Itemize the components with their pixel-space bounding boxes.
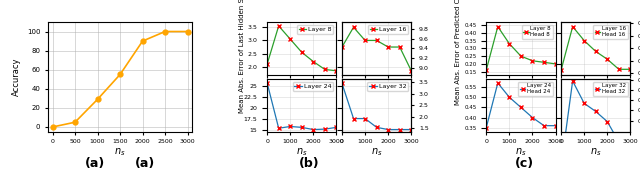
Legend: Layer 16: Layer 16 (367, 25, 408, 34)
Legend: Layer 16
Head 16: Layer 16 Head 16 (593, 25, 628, 39)
Legend: Layer 8
Head 8: Layer 8 Head 8 (522, 25, 553, 39)
Text: (a): (a) (135, 156, 155, 169)
X-axis label: $n_s$: $n_s$ (296, 146, 308, 158)
X-axis label: $n_s$: $n_s$ (515, 146, 527, 158)
Legend: Layer 32
Head 32: Layer 32 Head 32 (593, 82, 628, 96)
Text: (b): (b) (299, 156, 319, 169)
X-axis label: $n_s$: $n_s$ (115, 146, 126, 158)
Text: (a): (a) (84, 156, 105, 169)
X-axis label: $n_s$: $n_s$ (371, 146, 383, 158)
X-axis label: $n_s$: $n_s$ (590, 146, 602, 158)
Y-axis label: Accuracy: Accuracy (12, 58, 21, 96)
Y-axis label: Mean Abs. Error of Predicted CIS: Mean Abs. Error of Predicted CIS (456, 0, 461, 105)
Legend: Layer 24: Layer 24 (292, 82, 333, 91)
Legend: Layer 32: Layer 32 (367, 82, 408, 91)
Y-axis label: Mean Abs. Error of Last Hidden State: Mean Abs. Error of Last Hidden State (239, 0, 244, 113)
Legend: Layer 8: Layer 8 (297, 25, 333, 34)
Text: (c): (c) (515, 156, 534, 169)
Legend: Layer 24
Head 24: Layer 24 Head 24 (518, 82, 553, 96)
